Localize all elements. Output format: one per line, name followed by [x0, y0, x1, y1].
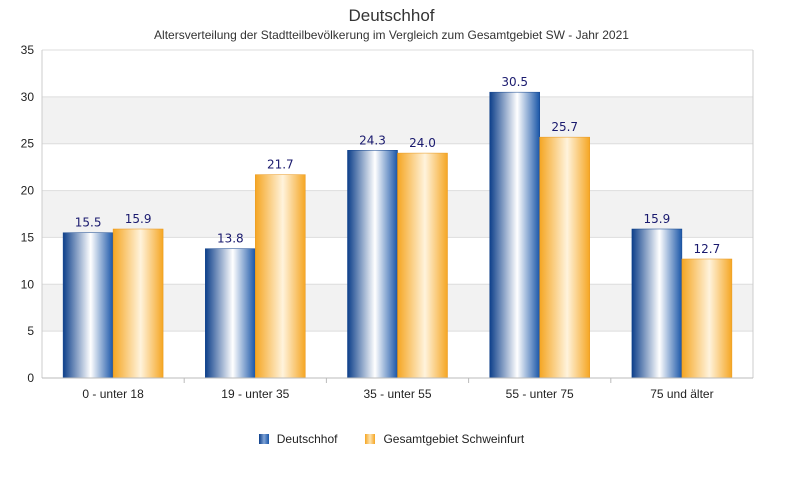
data-label: 15.9	[125, 212, 152, 226]
y-tick-label: 5	[27, 324, 34, 338]
legend-item-gesamtgebiet: Gesamtgebiet Schweinfurt	[365, 432, 524, 446]
data-label: 13.8	[217, 232, 244, 246]
legend-item-deutschhof: Deutschhof	[258, 432, 338, 446]
x-tick-label: 75 und älter	[650, 387, 713, 401]
bar-deutschhof	[631, 228, 683, 379]
x-tick-label: 0 - unter 18	[82, 387, 144, 401]
x-tick-label: 55 - unter 75	[506, 387, 574, 401]
bar-gesamtgebiet	[539, 136, 590, 379]
bar-gesamtgebiet	[255, 174, 306, 379]
bar-deutschhof	[205, 248, 256, 379]
legend-swatch-deutschhof	[258, 434, 269, 444]
y-tick-label: 10	[21, 277, 35, 291]
bar-deutschhof	[62, 232, 114, 379]
bar-gesamtgebiet	[681, 258, 733, 379]
x-tick-label: 19 - unter 35	[221, 387, 289, 401]
y-tick-label: 25	[21, 137, 35, 151]
chart-title: Deutschhof	[348, 6, 435, 25]
legend: Deutschhof Gesamtgebiet Schweinfurt	[0, 432, 783, 446]
y-tick-label: 15	[21, 230, 35, 244]
bar-gesamtgebiet	[112, 228, 164, 379]
bar-gesamtgebiet	[397, 152, 448, 379]
chart-subtitle: Altersverteilung der Stadtteilbevölkerun…	[154, 28, 629, 42]
y-tick-label: 20	[21, 184, 35, 198]
bar-deutschhof	[489, 91, 540, 379]
bar-deutschhof	[347, 150, 398, 379]
x-tick-label: 35 - unter 55	[363, 387, 431, 401]
legend-swatch-gesamtgebiet	[365, 434, 376, 444]
data-label: 15.9	[644, 212, 671, 226]
grid-band	[42, 96, 753, 144]
data-label: 25.7	[551, 120, 578, 134]
legend-label-deutschhof: Deutschhof	[276, 432, 338, 446]
y-tick-label: 30	[21, 90, 35, 104]
data-label: 30.5	[501, 75, 528, 89]
data-label: 21.7	[267, 158, 294, 172]
data-label: 15.5	[75, 216, 102, 230]
legend-label-gesamtgebiet: Gesamtgebiet Schweinfurt	[383, 432, 525, 446]
y-tick-label: 35	[21, 43, 35, 57]
data-label: 24.3	[359, 133, 386, 147]
data-label: 24.0	[409, 136, 436, 150]
y-tick-label: 0	[27, 371, 34, 385]
data-label: 12.7	[694, 242, 721, 256]
